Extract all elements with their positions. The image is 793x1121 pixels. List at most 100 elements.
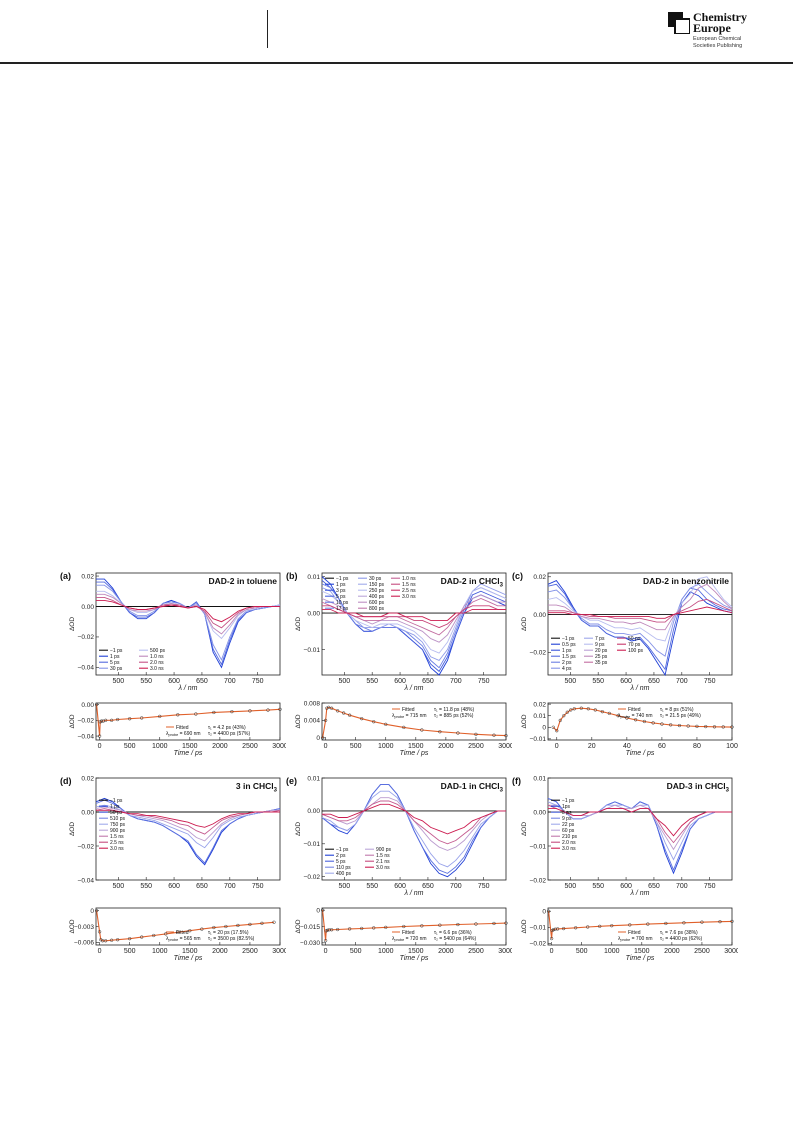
panel-b: (b) 500 550 600 650 700 750 0.01 0.00 −0.01 ΔOD λ /… xyxy=(286,571,512,757)
kinetics-y-tick-label: 0.004 xyxy=(304,718,321,725)
kinetics-data-point xyxy=(625,716,629,720)
kinetics-x-axis-label: Time / ps xyxy=(626,750,655,757)
kinetics-data-point xyxy=(335,709,340,713)
legend-entry: 1.5 ns xyxy=(110,834,124,840)
legend-entry: 400 ps xyxy=(336,871,352,877)
kinetics-data-point xyxy=(700,920,704,924)
kinetics-data-point xyxy=(248,709,252,713)
inset-tau2: τ₂ = 5400 ps (64%) xyxy=(434,936,476,942)
spectrum-y-axis-label: ΔOD xyxy=(295,617,302,631)
legend-entry: 5 ps xyxy=(336,859,346,865)
legend-entry: 70 ps xyxy=(628,642,641,648)
legend-entry: 510 ps xyxy=(110,816,126,822)
inset-tau2: τ₂ = 21.5 ps (49%) xyxy=(660,713,701,719)
kinetics-x-tick-label: 1000 xyxy=(604,948,620,955)
spectrum-x-tick-label: 700 xyxy=(224,883,236,890)
legend-entry: −1 ps xyxy=(336,576,349,582)
spectrum-x-axis-label: λ / nm xyxy=(403,890,423,897)
spectrum-y-tick-label: 0.01 xyxy=(307,574,320,581)
kinetics-data-point xyxy=(335,927,340,932)
kinetics-data-point xyxy=(561,926,566,931)
legend-entry: 1ps xyxy=(562,804,571,810)
panel-letter: (c) xyxy=(512,571,523,581)
legend-entry: 2.5 ns xyxy=(402,588,416,594)
kinetics-y-axis-label: ΔOD xyxy=(521,714,528,728)
spectrum-y-tick-label: 0.01 xyxy=(533,775,546,782)
kinetics-data-point xyxy=(176,713,180,717)
kinetics-data-point xyxy=(730,919,734,924)
kinetics-x-tick-label: 2000 xyxy=(438,948,454,955)
inset-tau2: τ₂ = 4400 ps (57%) xyxy=(208,731,250,737)
spectrum-x-tick-label: 750 xyxy=(252,678,264,685)
kinetics-data-point xyxy=(384,925,388,930)
kinetics-data-point xyxy=(323,938,328,943)
spectrum-y-tick-label: 0.02 xyxy=(81,573,94,580)
legend-entry: 20 ps xyxy=(595,648,608,654)
spectrum-y-tick-label: 0.02 xyxy=(533,574,546,581)
inset-tau2: τ₂ = 3500 ps (82.5%) xyxy=(208,936,255,942)
spectrum-frame xyxy=(95,572,281,676)
spectrum-series-line xyxy=(548,583,733,631)
spectrum-x-tick-label: 500 xyxy=(338,883,350,890)
kinetics-data-point xyxy=(572,707,576,711)
panel-letter: (f) xyxy=(512,776,521,786)
panel-letter: (a) xyxy=(60,571,71,581)
spectrum-x-tick-label: 650 xyxy=(196,883,208,890)
spectrum-y-axis-label: ΔOD xyxy=(521,822,528,836)
kinetics-x-tick-label: 500 xyxy=(350,948,362,955)
kinetics-x-axis-label: Time / ps xyxy=(626,955,655,962)
legend-entry: 1.0 ns xyxy=(402,576,416,582)
legend-entry: 1 ps xyxy=(562,648,572,654)
legend-entry: 17 ps xyxy=(336,606,349,612)
kinetics-data-point xyxy=(677,723,682,728)
kinetics-data-point xyxy=(438,730,442,734)
kinetics-data-point xyxy=(140,716,144,720)
kinetics-x-tick-label: 3000 xyxy=(498,743,512,750)
kinetics-y-tick-label: −0.015 xyxy=(300,924,320,931)
legend-entry: 2 ps xyxy=(562,660,572,666)
legend-entry: 2.0 ns xyxy=(150,660,164,666)
kinetics-data-point xyxy=(97,734,102,738)
logo-title: Chemistry Europe xyxy=(693,11,747,35)
legend-entry: −1 ps xyxy=(110,798,123,804)
kinetics-x-tick-label: 2000 xyxy=(212,948,228,955)
spectrum-x-tick-label: 700 xyxy=(224,678,236,685)
spectrum-x-tick-label: 550 xyxy=(592,678,604,685)
kinetics-frame xyxy=(321,702,507,741)
inset-probe-label: λprobe = 700 nm xyxy=(618,936,653,942)
legend-entry: 600 ps xyxy=(369,600,385,606)
spectrum-y-axis-label: ΔOD xyxy=(521,617,528,631)
spectrum-x-tick-label: 650 xyxy=(196,678,208,685)
legend-entry: 800 ps xyxy=(369,606,385,612)
kinetics-data-point xyxy=(97,930,102,934)
kinetics-data-point xyxy=(551,725,555,729)
kinetics-data-point xyxy=(128,717,132,721)
logo-subtitle-line1: European Chemical xyxy=(693,36,742,42)
panel-a: (a)500 550 600 650 700 7500.020.00−0.02−0.04Δ… xyxy=(60,571,286,757)
logo-title-line2: Europe xyxy=(693,21,731,35)
kinetics-fit-line xyxy=(322,910,507,941)
legend-entry: 1.5 ps xyxy=(562,654,576,660)
legend-entry: 150 ps xyxy=(369,582,385,588)
kinetics-data-point xyxy=(99,719,104,723)
spectrum-y-tick-label: −0.02 xyxy=(304,874,321,881)
kinetics-data-point xyxy=(109,718,114,722)
kinetics-data-point xyxy=(555,927,560,931)
spectrum-x-tick-label: 750 xyxy=(478,883,490,890)
kinetics-x-tick-label: 3000 xyxy=(498,948,512,955)
kinetics-y-axis-label: ΔOD xyxy=(69,714,76,728)
legend-entry: 9 ps xyxy=(595,642,605,648)
kinetics-data-point xyxy=(553,927,557,931)
kinetics-data-point xyxy=(384,722,388,726)
legend-entry: −1 ps xyxy=(562,636,575,642)
kinetics-x-tick-label: 2500 xyxy=(694,948,710,955)
kinetics-data-point xyxy=(586,925,590,929)
spectrum-series-line xyxy=(321,587,507,654)
kinetics-x-tick-label: 0 xyxy=(550,948,554,955)
kinetics-data-point xyxy=(194,712,198,716)
logo[interactable]: Chemistry Europe European Chemical Socie… xyxy=(668,11,788,56)
spectrum-series-line xyxy=(548,808,732,837)
kinetics-x-tick-label: 500 xyxy=(124,948,136,955)
inset-fitted-label: Fitted xyxy=(402,707,415,713)
spectrum-y-tick-label: −0.02 xyxy=(78,634,95,641)
